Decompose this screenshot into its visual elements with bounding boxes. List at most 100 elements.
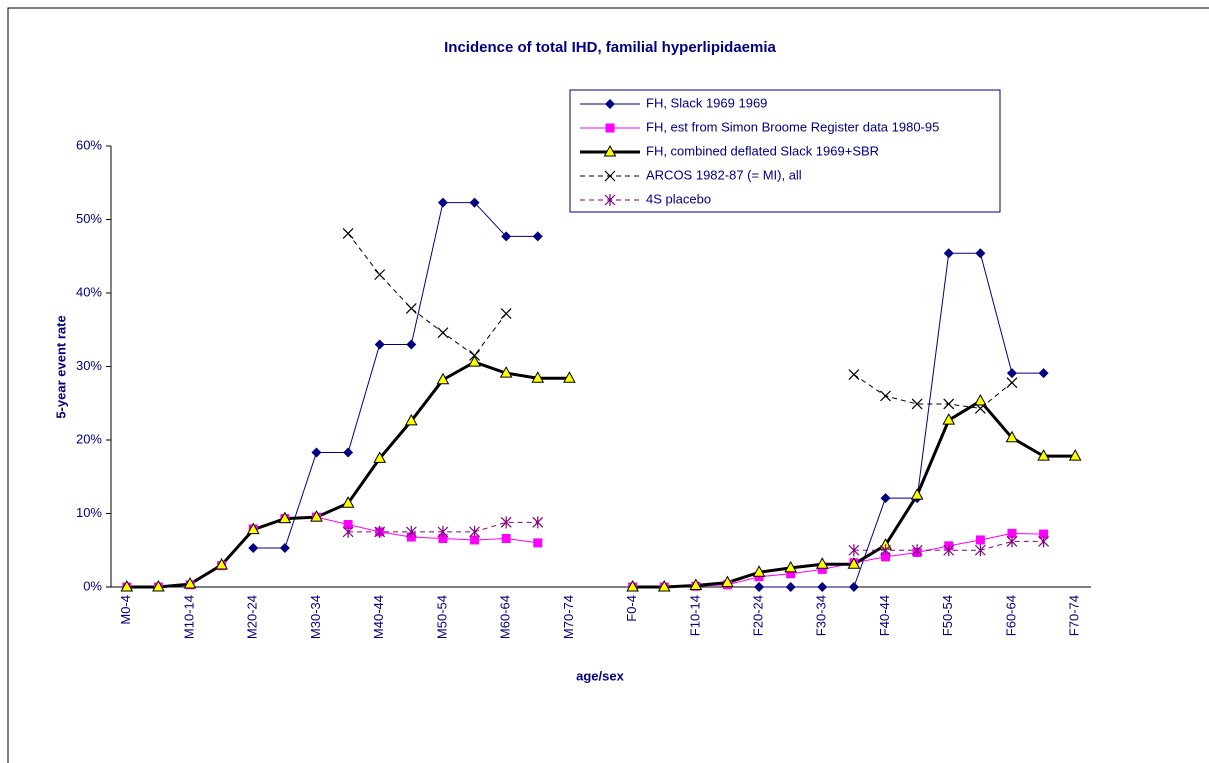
data-point <box>279 543 290 554</box>
legend-label: FH, est from Simon Broome Register data … <box>646 119 939 134</box>
data-point <box>1037 449 1050 461</box>
data-point <box>784 560 798 573</box>
data-point <box>657 579 671 592</box>
x-tick-label: F0-4 <box>624 595 639 622</box>
data-point <box>501 231 512 242</box>
data-point <box>374 339 385 350</box>
data-point <box>120 579 134 592</box>
data-point <box>975 535 985 545</box>
data-point <box>817 582 828 592</box>
series-line <box>347 233 1013 409</box>
data-point <box>975 248 986 259</box>
data-point <box>500 516 512 529</box>
data-point <box>183 577 197 589</box>
data-point <box>405 303 417 314</box>
data-point <box>374 269 386 281</box>
chart-title: Incidence of total IHD, familial hyperli… <box>444 39 776 56</box>
data-point <box>974 544 986 557</box>
data-point <box>532 516 544 529</box>
y-tick-label: 30% <box>76 358 102 373</box>
y-tick-label: 10% <box>76 505 102 520</box>
x-tick-label: F20-24 <box>751 595 766 636</box>
x-tick-label: M50-54 <box>434 595 449 639</box>
data-point <box>974 394 987 406</box>
x-tick-label: M20-24 <box>245 595 260 639</box>
data-point <box>437 327 449 339</box>
y-tick-label: 0% <box>83 578 102 593</box>
data-point <box>468 355 481 367</box>
x-tick-label: M30-34 <box>308 595 323 639</box>
data-point <box>343 447 354 458</box>
data-point <box>470 535 480 545</box>
x-tick-label: F30-34 <box>814 595 829 636</box>
data-point <box>374 525 386 538</box>
data-point <box>943 248 954 259</box>
data-point <box>152 579 165 592</box>
legend-label: FH, Slack 1969 1969 <box>646 95 767 110</box>
x-tick-label: F60-64 <box>1003 595 1018 636</box>
data-point <box>436 372 450 385</box>
data-point <box>848 369 860 381</box>
x-tick-label: F50-54 <box>940 595 955 636</box>
data-point <box>438 533 448 543</box>
data-point <box>942 413 956 425</box>
data-point <box>1039 529 1049 539</box>
x-axis-label: age/sex <box>576 668 624 683</box>
data-point <box>752 565 766 577</box>
data-point <box>311 447 322 458</box>
data-point <box>343 520 353 530</box>
data-point <box>501 533 511 543</box>
legend-label: 4S placebo <box>646 191 711 206</box>
x-tick-label: M0-4 <box>118 595 133 625</box>
x-tick-label: F40-44 <box>877 595 892 636</box>
data-point <box>1006 368 1017 379</box>
data-point <box>785 582 796 592</box>
data-point <box>533 538 543 548</box>
data-point <box>341 496 355 508</box>
data-point <box>469 350 480 361</box>
y-axis-label: 5-year event rate <box>53 315 68 418</box>
data-point <box>815 557 829 569</box>
x-tick-label: M10-14 <box>181 595 196 639</box>
data-point <box>880 493 891 504</box>
data-point <box>1038 535 1050 548</box>
data-point <box>848 582 859 592</box>
data-point <box>974 402 986 414</box>
y-tick-label: 60% <box>76 137 102 152</box>
data-point <box>880 544 891 557</box>
legend-marker <box>604 194 616 206</box>
data-point <box>278 511 292 524</box>
data-point <box>342 525 354 538</box>
legend-marker <box>604 170 616 182</box>
data-point <box>437 525 449 538</box>
data-point <box>626 579 639 592</box>
data-point <box>910 488 924 500</box>
legend <box>569 89 1001 213</box>
data-point <box>406 339 417 350</box>
data-point <box>1038 368 1049 379</box>
data-point <box>531 371 545 383</box>
x-tick-label: F70-74 <box>1067 595 1082 636</box>
data-point <box>215 557 228 570</box>
data-point <box>248 543 259 554</box>
data-point <box>911 398 923 410</box>
y-tick-label: 20% <box>76 431 102 446</box>
data-point <box>754 582 765 592</box>
legend-marker <box>605 99 615 109</box>
y-tick-label: 40% <box>76 284 102 299</box>
data-point <box>817 564 827 574</box>
data-point <box>881 552 891 562</box>
data-point <box>911 544 923 557</box>
data-point <box>880 390 891 402</box>
legend-marker <box>605 123 615 133</box>
data-point <box>404 413 418 426</box>
data-point <box>405 525 417 538</box>
data-point <box>500 308 512 320</box>
data-point <box>469 197 480 208</box>
data-point <box>689 578 703 591</box>
data-point <box>848 544 860 557</box>
data-point <box>532 231 543 242</box>
data-point <box>342 228 354 239</box>
x-tick-label: M40-44 <box>371 595 386 639</box>
data-point <box>1006 535 1018 548</box>
